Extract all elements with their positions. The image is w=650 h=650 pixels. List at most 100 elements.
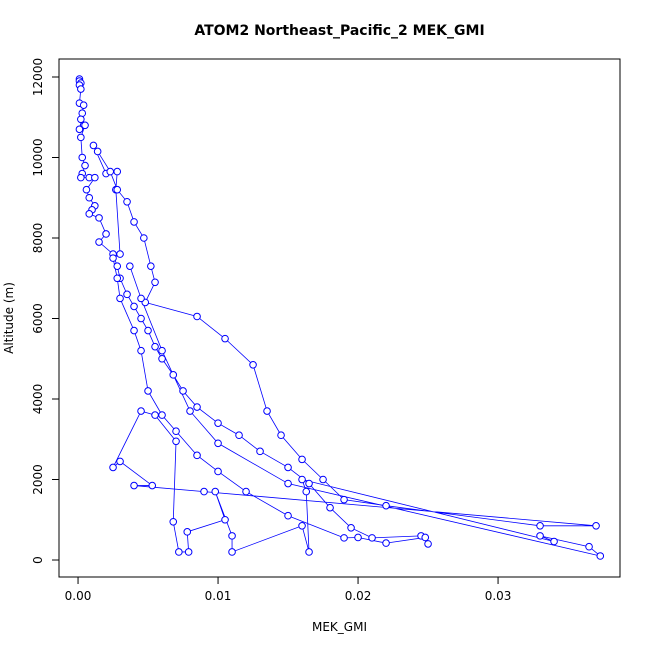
x-tick-label: 0.03 <box>485 589 512 603</box>
point <box>85 193 94 202</box>
point <box>93 147 102 156</box>
point <box>242 487 250 496</box>
point <box>536 521 544 530</box>
point <box>172 427 180 436</box>
point <box>302 487 311 496</box>
point <box>184 548 193 556</box>
point <box>193 403 201 411</box>
point <box>113 274 122 283</box>
point <box>77 115 85 124</box>
point <box>319 475 327 484</box>
point <box>91 173 99 182</box>
point <box>77 133 85 142</box>
point <box>130 302 138 311</box>
point <box>596 552 605 560</box>
point <box>592 521 600 530</box>
point <box>585 542 593 551</box>
point <box>137 346 145 355</box>
point <box>214 439 222 448</box>
point <box>424 540 432 548</box>
y-tick-label: 12000 <box>31 58 45 96</box>
point <box>158 411 166 419</box>
x-tick-label: 0.00 <box>65 589 92 603</box>
point <box>95 238 103 246</box>
point <box>193 312 201 321</box>
point <box>158 354 166 363</box>
point <box>183 528 192 536</box>
x-tick-label: 0.01 <box>205 589 232 603</box>
point <box>116 250 124 258</box>
point <box>284 463 292 472</box>
plot-frame <box>58 58 621 578</box>
point <box>137 294 145 303</box>
point <box>123 290 131 299</box>
point <box>81 161 89 170</box>
point <box>148 481 157 490</box>
y-axis-label: Altitude (m) <box>2 282 16 354</box>
point <box>550 537 558 546</box>
point <box>200 487 208 496</box>
point <box>354 533 362 542</box>
point <box>89 141 98 150</box>
point <box>228 532 236 540</box>
point <box>106 167 115 176</box>
point <box>151 278 159 287</box>
point <box>85 210 94 218</box>
point <box>123 197 131 206</box>
point <box>147 262 155 270</box>
point <box>116 294 124 303</box>
point <box>95 214 103 222</box>
point <box>102 230 110 238</box>
point <box>175 548 183 556</box>
point <box>298 475 306 484</box>
point <box>113 167 122 176</box>
point <box>221 334 229 343</box>
point <box>172 437 180 446</box>
point <box>340 534 348 542</box>
point <box>126 262 134 270</box>
y-tick-label: 8000 <box>31 223 45 254</box>
y-tick-label: 2000 <box>31 464 45 495</box>
y-tick-label: 6000 <box>31 303 45 334</box>
point <box>421 533 430 542</box>
point <box>137 407 145 415</box>
point <box>109 463 117 472</box>
point <box>186 407 194 415</box>
point <box>158 346 166 355</box>
point <box>536 532 544 540</box>
point <box>298 521 306 530</box>
point <box>368 534 376 542</box>
point <box>179 387 187 395</box>
y-tick-label: 4000 <box>31 384 45 415</box>
point <box>144 326 152 335</box>
point <box>382 539 390 547</box>
point <box>382 501 390 510</box>
point <box>340 495 348 504</box>
x-tick-label: 0.02 <box>345 589 372 603</box>
point <box>228 548 236 556</box>
point <box>130 218 138 226</box>
point <box>193 451 201 460</box>
point <box>326 503 334 512</box>
point <box>151 342 159 351</box>
point <box>109 254 117 262</box>
point <box>130 481 138 490</box>
point <box>78 109 87 118</box>
point <box>169 371 178 379</box>
point <box>151 411 159 419</box>
point <box>221 515 229 524</box>
point <box>169 517 178 526</box>
point <box>284 479 292 488</box>
x-axis-label: MEK_GMI <box>312 620 367 634</box>
y-tick-label: 10000 <box>31 138 45 176</box>
point <box>82 185 91 194</box>
point <box>75 125 84 134</box>
point <box>113 262 122 270</box>
chart-title: ATOM2 Northeast_Pacific_2 MEK_GMI <box>194 23 484 39</box>
point <box>235 431 243 440</box>
point <box>305 548 313 556</box>
point <box>211 487 220 496</box>
point <box>81 121 89 130</box>
